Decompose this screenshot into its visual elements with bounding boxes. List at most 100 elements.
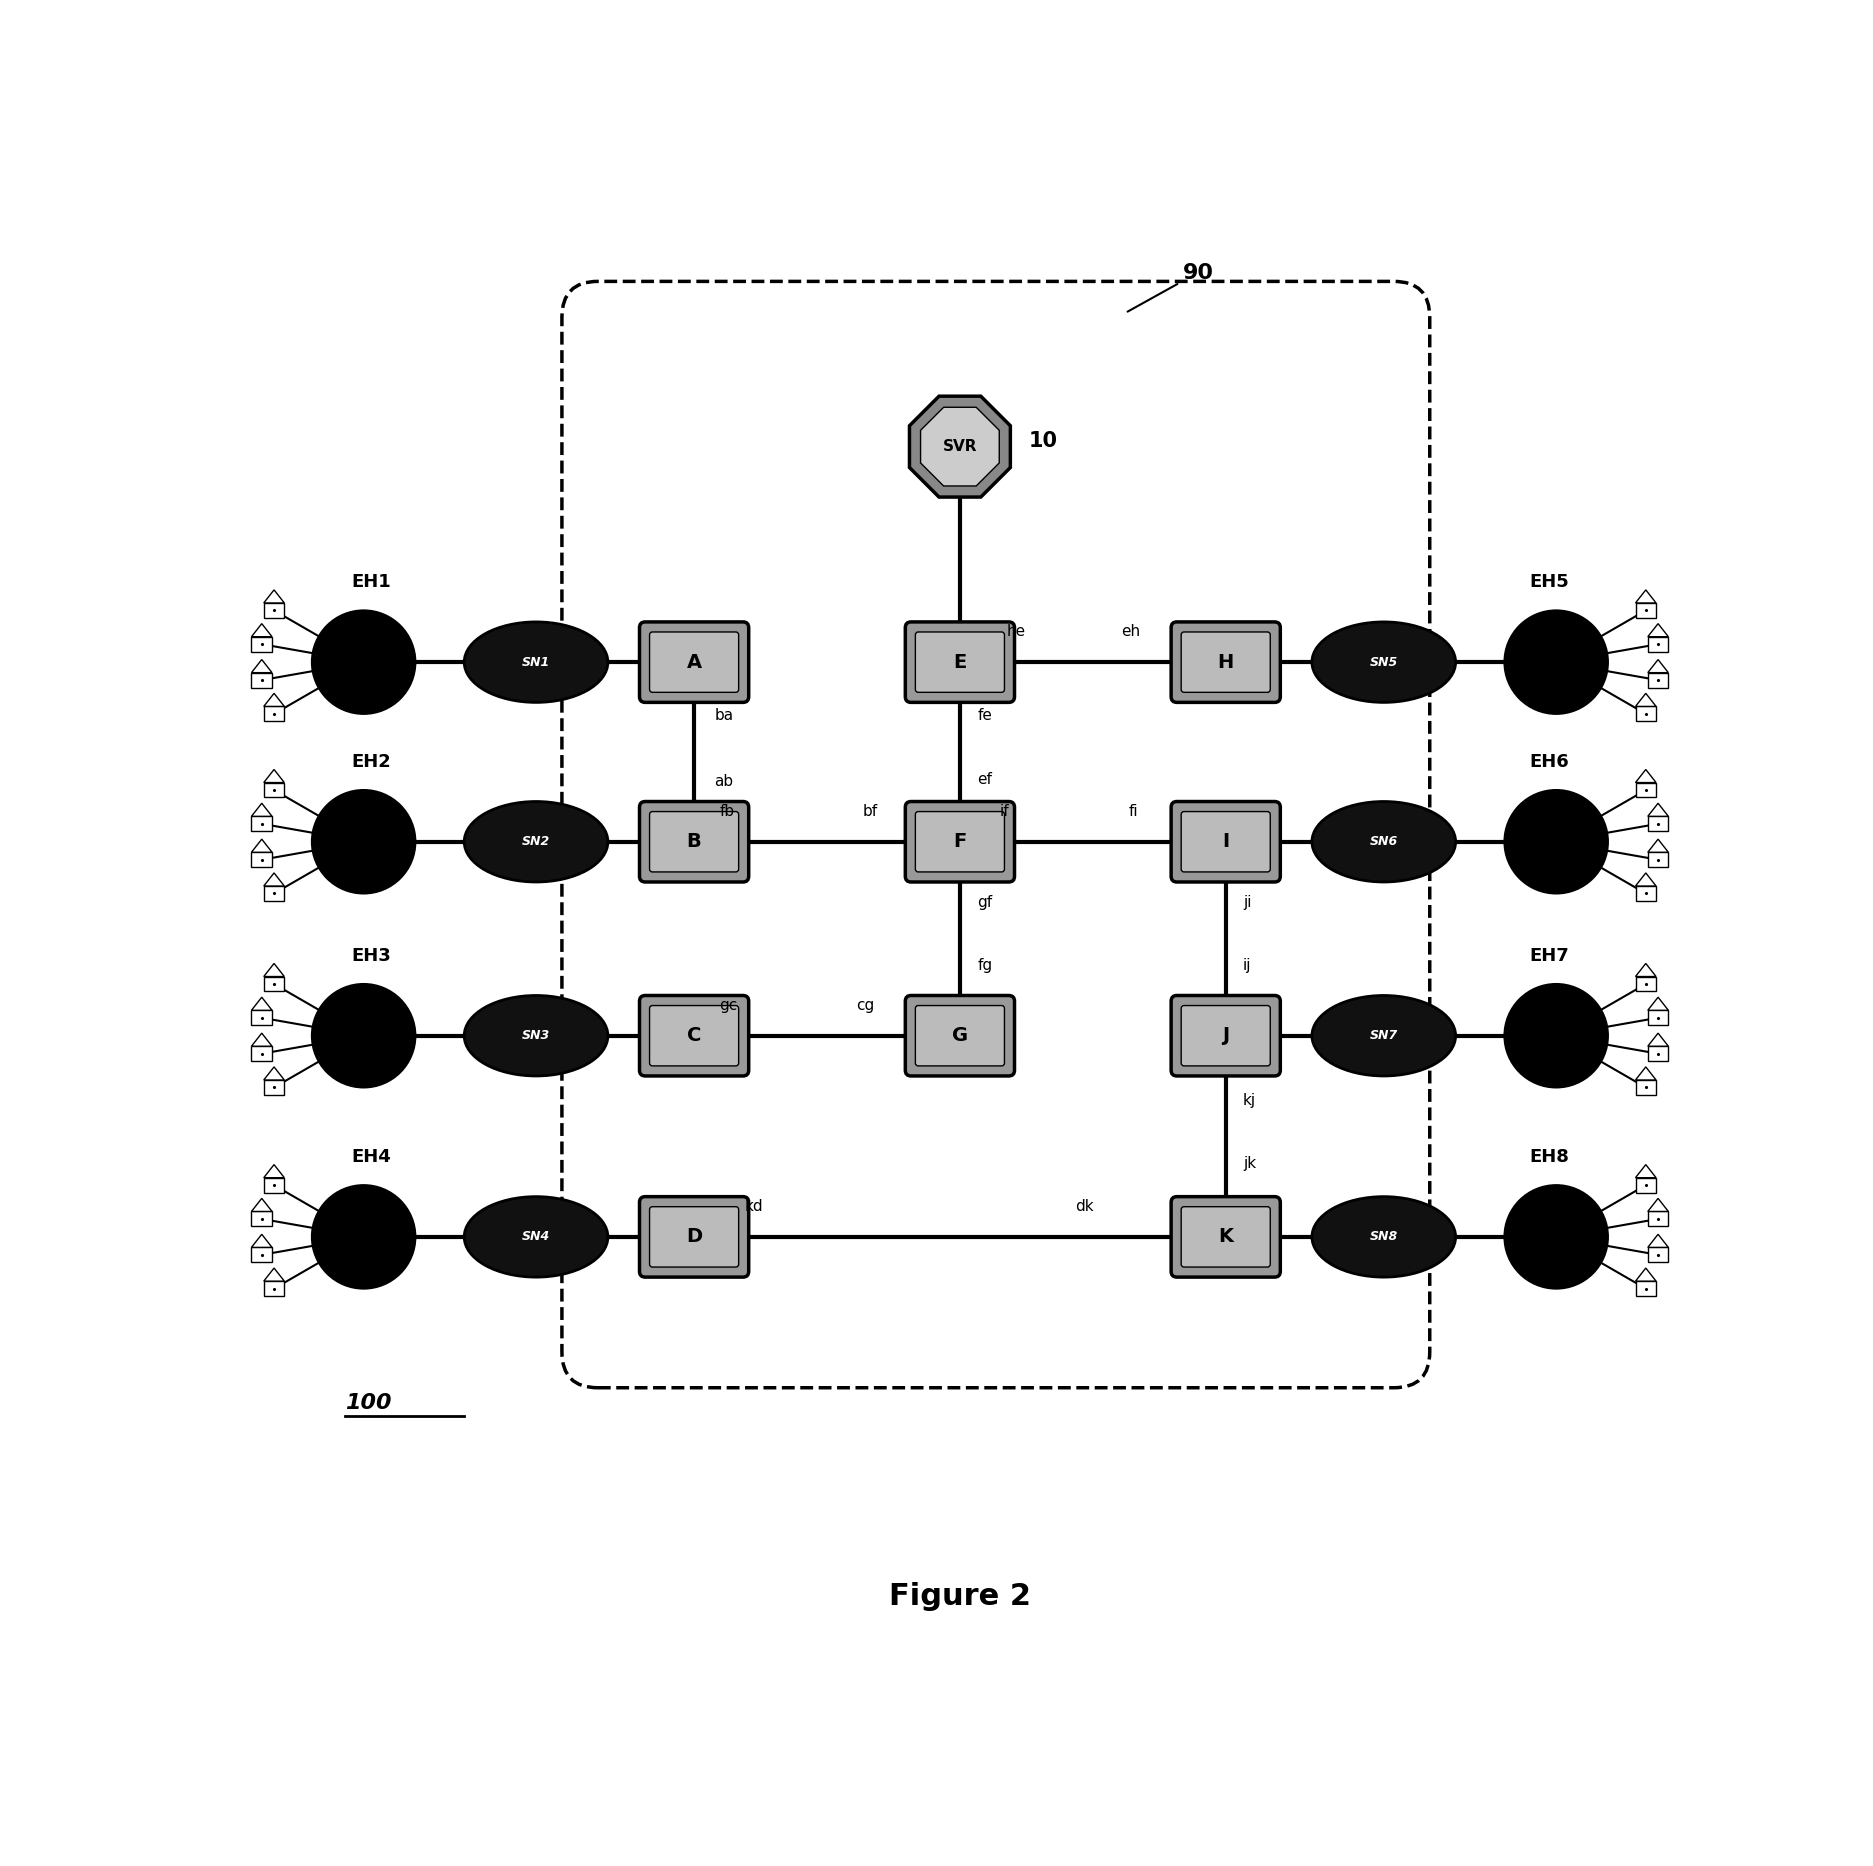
Text: ef: ef — [978, 771, 993, 787]
Text: EH4: EH4 — [350, 1148, 391, 1166]
Text: SN4: SN4 — [523, 1230, 551, 1243]
Polygon shape — [264, 976, 285, 991]
Text: EH1: EH1 — [350, 573, 391, 592]
Text: 90: 90 — [1128, 263, 1214, 312]
Text: jk: jk — [1244, 1155, 1257, 1170]
Text: C: C — [687, 1026, 701, 1045]
Text: B: B — [687, 832, 702, 851]
Polygon shape — [251, 1246, 272, 1261]
Text: SN2: SN2 — [523, 836, 551, 849]
Text: SN8: SN8 — [1369, 1230, 1397, 1243]
Text: ba: ba — [714, 709, 734, 724]
Text: fb: fb — [719, 804, 734, 819]
Polygon shape — [1635, 1080, 1656, 1095]
Polygon shape — [1635, 1067, 1656, 1080]
Ellipse shape — [465, 802, 609, 883]
Text: kd: kd — [744, 1200, 762, 1215]
Polygon shape — [264, 694, 285, 707]
Polygon shape — [1635, 694, 1656, 707]
Ellipse shape — [1311, 621, 1455, 702]
Polygon shape — [1648, 840, 1669, 853]
Polygon shape — [910, 396, 1010, 496]
Circle shape — [1504, 983, 1607, 1088]
FancyBboxPatch shape — [650, 633, 738, 692]
Circle shape — [313, 1185, 416, 1289]
Polygon shape — [1648, 1211, 1669, 1226]
Polygon shape — [1648, 1233, 1669, 1246]
Text: fg: fg — [978, 959, 993, 974]
FancyBboxPatch shape — [1182, 1006, 1270, 1065]
Polygon shape — [1648, 623, 1669, 636]
Polygon shape — [264, 963, 285, 976]
Polygon shape — [251, 1198, 272, 1211]
Polygon shape — [251, 815, 272, 830]
Text: eh: eh — [1122, 625, 1141, 640]
Ellipse shape — [1311, 1196, 1455, 1276]
FancyBboxPatch shape — [1182, 1207, 1270, 1267]
Polygon shape — [1648, 1047, 1669, 1062]
Text: EH7: EH7 — [1528, 948, 1570, 965]
Text: gc: gc — [719, 998, 738, 1013]
Polygon shape — [264, 1067, 285, 1080]
Polygon shape — [1648, 636, 1669, 651]
Circle shape — [1504, 789, 1607, 894]
Polygon shape — [920, 407, 1000, 485]
Text: fe: fe — [978, 709, 993, 724]
Polygon shape — [1648, 1198, 1669, 1211]
Polygon shape — [264, 590, 285, 603]
FancyBboxPatch shape — [650, 812, 738, 871]
Text: SN6: SN6 — [1369, 836, 1397, 849]
Circle shape — [313, 983, 416, 1088]
FancyBboxPatch shape — [650, 1006, 738, 1065]
Text: SN5: SN5 — [1369, 655, 1397, 668]
Polygon shape — [251, 623, 272, 636]
Text: cg: cg — [856, 998, 875, 1013]
Polygon shape — [1648, 1010, 1669, 1024]
Polygon shape — [1635, 590, 1656, 603]
Polygon shape — [251, 672, 272, 687]
Text: EH8: EH8 — [1528, 1148, 1570, 1166]
Polygon shape — [264, 873, 285, 886]
Polygon shape — [264, 603, 285, 618]
Polygon shape — [264, 769, 285, 782]
Polygon shape — [251, 659, 272, 672]
Circle shape — [1504, 610, 1607, 715]
FancyBboxPatch shape — [905, 621, 1015, 702]
Polygon shape — [1648, 672, 1669, 687]
Polygon shape — [1635, 707, 1656, 722]
FancyBboxPatch shape — [1171, 621, 1281, 702]
FancyBboxPatch shape — [1182, 812, 1270, 871]
Text: F: F — [953, 832, 966, 851]
Text: J: J — [1223, 1026, 1229, 1045]
FancyBboxPatch shape — [1171, 1196, 1281, 1276]
Polygon shape — [264, 886, 285, 901]
Text: ji: ji — [1244, 896, 1251, 911]
Text: E: E — [953, 653, 966, 672]
Text: I: I — [1223, 832, 1229, 851]
Ellipse shape — [1311, 802, 1455, 883]
Polygon shape — [1635, 1269, 1656, 1282]
Text: H: H — [1217, 653, 1234, 672]
Text: EH5: EH5 — [1528, 573, 1570, 592]
Text: EH6: EH6 — [1528, 754, 1570, 771]
Polygon shape — [1648, 1246, 1669, 1261]
Polygon shape — [1648, 1034, 1669, 1047]
Text: ij: ij — [1244, 959, 1251, 974]
Polygon shape — [1635, 976, 1656, 991]
FancyBboxPatch shape — [1182, 633, 1270, 692]
Polygon shape — [1648, 802, 1669, 815]
Text: SN1: SN1 — [523, 655, 551, 668]
Polygon shape — [251, 1010, 272, 1024]
Polygon shape — [1648, 853, 1669, 868]
FancyBboxPatch shape — [639, 1196, 749, 1276]
Polygon shape — [251, 1211, 272, 1226]
Text: EH3: EH3 — [350, 948, 391, 965]
FancyBboxPatch shape — [650, 1207, 738, 1267]
Circle shape — [313, 610, 416, 715]
Text: ab: ab — [714, 774, 734, 789]
Text: gf: gf — [978, 896, 993, 911]
Polygon shape — [1635, 963, 1656, 976]
Polygon shape — [1648, 815, 1669, 830]
FancyBboxPatch shape — [639, 621, 749, 702]
Text: SN7: SN7 — [1369, 1030, 1397, 1043]
